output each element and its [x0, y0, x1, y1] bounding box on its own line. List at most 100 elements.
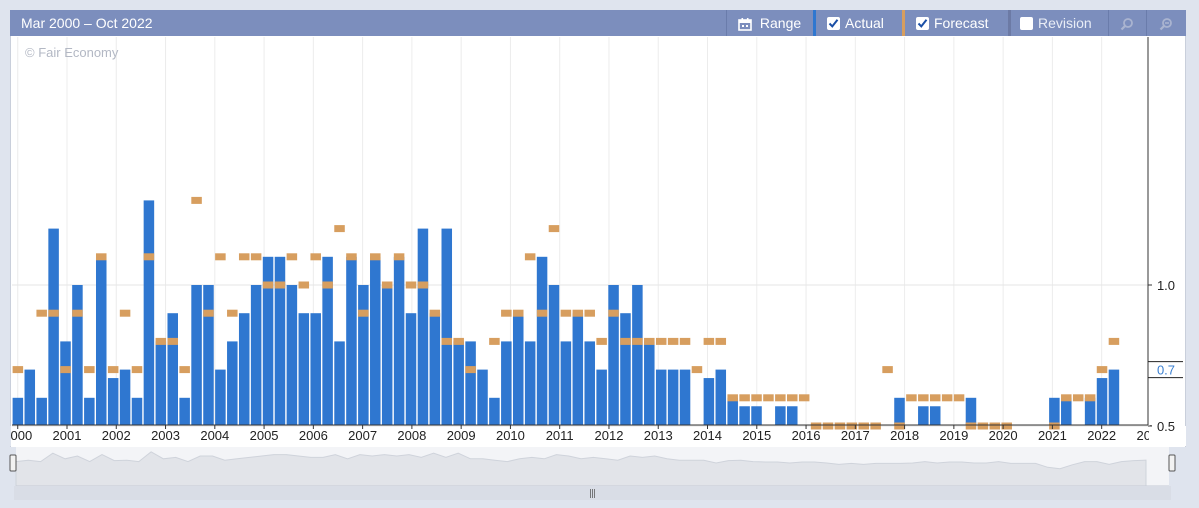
actual-bar	[119, 369, 131, 425]
forecast-marker	[548, 225, 560, 233]
forecast-marker	[1061, 394, 1072, 402]
actual-bar	[250, 285, 262, 425]
actual-checkbox[interactable]	[827, 17, 840, 30]
forecast-marker	[48, 309, 59, 317]
scrollbar[interactable]	[14, 486, 1171, 500]
forecast-marker	[906, 394, 917, 402]
forecast-marker	[274, 281, 286, 289]
forecast-marker	[977, 422, 989, 430]
forecast-marker	[739, 394, 750, 402]
actual-bar	[477, 369, 488, 425]
forecast-marker	[381, 281, 393, 289]
x-tick-label: 2017	[841, 428, 870, 443]
forecast-marker	[536, 309, 548, 317]
x-tick-label: 2018	[890, 428, 919, 443]
revision-label: Revision	[1038, 15, 1092, 31]
actual-bar	[965, 397, 977, 425]
forecast-marker	[238, 253, 250, 261]
actual-bar	[72, 285, 83, 425]
actual-bar	[238, 313, 250, 425]
forecast-marker	[203, 309, 214, 317]
x-tick-label: 2022	[1087, 428, 1116, 443]
forecast-marker	[36, 309, 47, 317]
forecast-marker	[334, 225, 345, 233]
forecast-marker	[965, 422, 977, 430]
revision-toggle[interactable]: Revision	[1011, 10, 1108, 36]
clip-right-bg	[1186, 10, 1199, 508]
forecast-marker	[191, 196, 202, 204]
forecast-marker	[298, 281, 310, 289]
actual-bar	[501, 341, 512, 425]
forecast-marker	[727, 394, 738, 402]
range-button[interactable]: Range	[726, 10, 813, 36]
actual-bar	[667, 369, 679, 425]
scrollbar-grip-icon[interactable]: |||	[589, 489, 596, 499]
actual-bar	[417, 228, 429, 425]
actual-bar	[775, 406, 786, 425]
forecast-marker	[453, 337, 464, 345]
navigator[interactable]	[9, 447, 1176, 487]
forecast-marker	[787, 394, 798, 402]
actual-bars	[12, 200, 1120, 425]
actual-toggle[interactable]: Actual	[816, 10, 902, 36]
actual-bar	[370, 256, 381, 425]
actual-bar	[441, 228, 453, 425]
forecast-marker	[227, 309, 238, 317]
navigator-handle-right	[1168, 454, 1176, 472]
forecast-marker	[84, 366, 95, 374]
forecast-marker	[560, 309, 572, 317]
x-tick-label: 2007	[348, 428, 377, 443]
forecast-color-swatch	[902, 10, 905, 36]
actual-bar	[632, 285, 643, 425]
actual-bar	[548, 285, 560, 425]
x-tick-label: 2002	[102, 428, 131, 443]
forecast-marker	[1049, 422, 1060, 430]
calendar-icon	[738, 13, 752, 39]
forecast-marker	[429, 309, 441, 317]
forecast-marker	[358, 309, 369, 317]
forecast-marker	[608, 309, 619, 317]
forecast-checkbox[interactable]	[916, 17, 929, 30]
actual-bar	[310, 313, 321, 425]
forecast-marker	[72, 309, 83, 317]
forecast-marker	[107, 366, 119, 374]
forecast-marker	[262, 281, 274, 289]
actual-bar	[596, 369, 607, 425]
actual-bar	[262, 256, 274, 425]
actual-label: Actual	[845, 15, 884, 31]
actual-bar	[36, 397, 47, 425]
actual-bar	[334, 341, 345, 425]
magnifier-icon	[1120, 13, 1134, 39]
x-tick-label: 2012	[595, 428, 624, 443]
zoom-out-button[interactable]	[1146, 10, 1186, 36]
actual-bar	[620, 313, 631, 425]
revision-color-swatch	[1008, 10, 1011, 36]
actual-bar	[655, 369, 667, 425]
actual-color-swatch	[813, 10, 816, 36]
forecast-marker	[286, 253, 298, 261]
y-tick-label: 1.0	[1157, 278, 1175, 293]
forecast-marker	[12, 366, 24, 374]
forecast-marker	[894, 422, 905, 430]
forecast-marker	[1072, 394, 1084, 402]
x-tick-label: 2020	[989, 428, 1018, 443]
forecast-marker	[989, 422, 1001, 430]
actual-bar	[167, 313, 178, 425]
y-tick-label: 0.5	[1157, 419, 1175, 434]
forecast-toggle[interactable]: Forecast	[905, 10, 1008, 36]
zoom-in-button[interactable]	[1108, 10, 1146, 36]
forecast-marker	[250, 253, 262, 261]
revision-checkbox[interactable]	[1020, 17, 1033, 30]
actual-bar	[787, 406, 798, 425]
forecast-marker	[882, 366, 893, 374]
x-tick-label: 2014	[693, 428, 722, 443]
actual-bar	[24, 369, 36, 425]
actual-bar	[179, 397, 190, 425]
actual-bar	[298, 313, 310, 425]
forecast-marker	[834, 422, 846, 430]
forecast-marker	[95, 253, 107, 261]
actual-bar	[203, 285, 214, 425]
actual-bar	[95, 256, 107, 425]
actual-bar	[381, 285, 393, 425]
actual-bar	[107, 378, 119, 425]
